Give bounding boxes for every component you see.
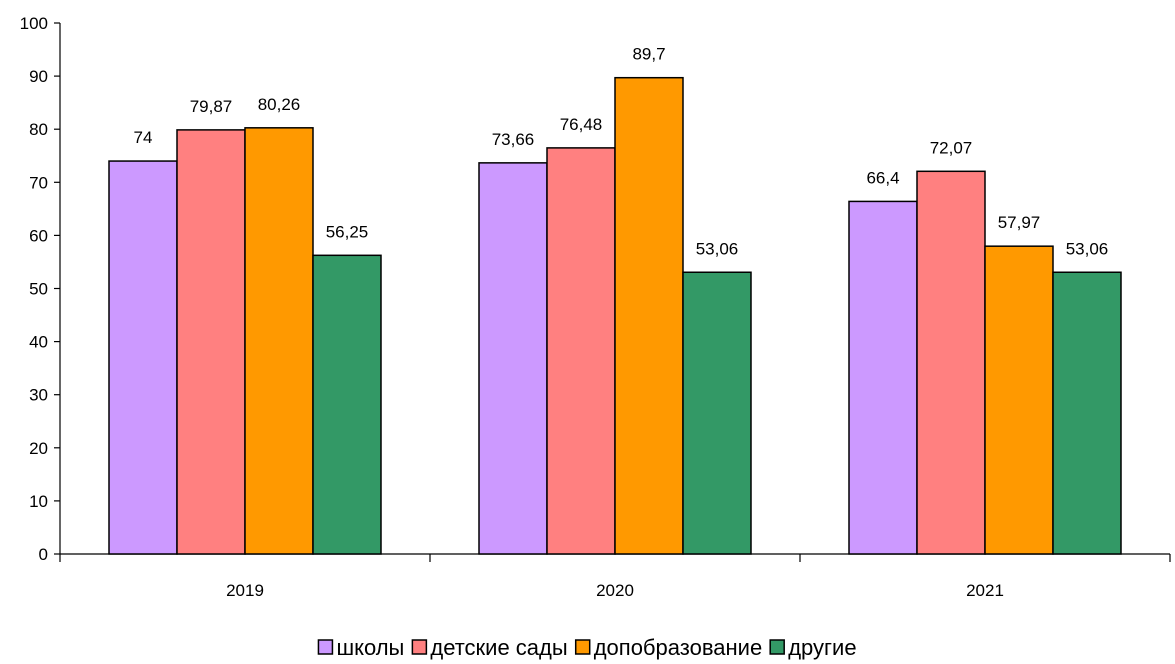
bar <box>1052 271 1122 555</box>
y-tick-label: 10 <box>29 492 48 511</box>
y-tick-label: 90 <box>29 67 48 86</box>
y-tick-label: 20 <box>29 439 48 458</box>
y-tick-label: 70 <box>29 173 48 192</box>
data-label: 80,26 <box>258 95 301 114</box>
data-label: 72,07 <box>930 138 973 157</box>
y-tick-label: 0 <box>39 545 48 564</box>
bar <box>916 170 986 555</box>
legend-item: допобразование <box>574 635 762 660</box>
legend-label: детские сады <box>430 635 567 660</box>
data-label: 76,48 <box>560 115 603 134</box>
x-axis: 2019 2020 2021 <box>59 553 1171 600</box>
data-labels: 74 79,87 80,26 56,25 73,66 76,48 89,7 53,06 66,4… <box>134 45 1109 259</box>
legend-item: другие <box>769 635 857 660</box>
legend-swatch <box>411 639 428 655</box>
y-tick-label: 30 <box>29 386 48 405</box>
legend-swatch <box>317 639 334 655</box>
bar <box>682 271 752 555</box>
bar <box>848 200 918 555</box>
data-label: 79,87 <box>190 97 233 116</box>
data-label: 74 <box>134 128 153 147</box>
bar <box>176 129 246 555</box>
x-tick-label: 2020 <box>596 581 634 600</box>
y-tick-label: 50 <box>29 280 48 299</box>
legend-item: детские сады <box>411 635 568 660</box>
legend-swatch <box>574 639 591 655</box>
legend-label: школы <box>336 635 404 660</box>
legend: школы детские сады допобразование другие <box>317 635 857 660</box>
y-tick-label: 80 <box>29 120 48 139</box>
bar <box>478 162 548 555</box>
legend-swatch <box>769 639 785 655</box>
bar <box>984 245 1054 555</box>
bar <box>244 127 314 555</box>
bar <box>546 147 616 555</box>
legend-item: школы <box>317 635 404 660</box>
bar <box>108 160 178 555</box>
y-tick-label: 100 <box>20 14 48 33</box>
data-label: 53,06 <box>1066 239 1109 258</box>
x-tick-label: 2019 <box>226 581 264 600</box>
data-label: 53,06 <box>696 239 739 258</box>
bars <box>108 76 1122 555</box>
legend-label: другие <box>788 635 856 660</box>
y-axis: 0 10 20 30 40 50 60 70 80 90 100 <box>20 14 61 564</box>
data-label: 56,25 <box>326 222 369 241</box>
x-tick-label: 2021 <box>966 581 1004 600</box>
data-label: 73,66 <box>492 130 535 149</box>
data-label: 89,7 <box>632 45 665 64</box>
y-tick-label: 60 <box>29 226 48 245</box>
y-tick-label: 40 <box>29 333 48 352</box>
legend-label: допобразование <box>594 635 762 660</box>
bar <box>614 76 684 555</box>
data-label: 57,97 <box>998 213 1041 232</box>
data-label: 66,4 <box>866 168 899 187</box>
bar <box>312 254 382 555</box>
